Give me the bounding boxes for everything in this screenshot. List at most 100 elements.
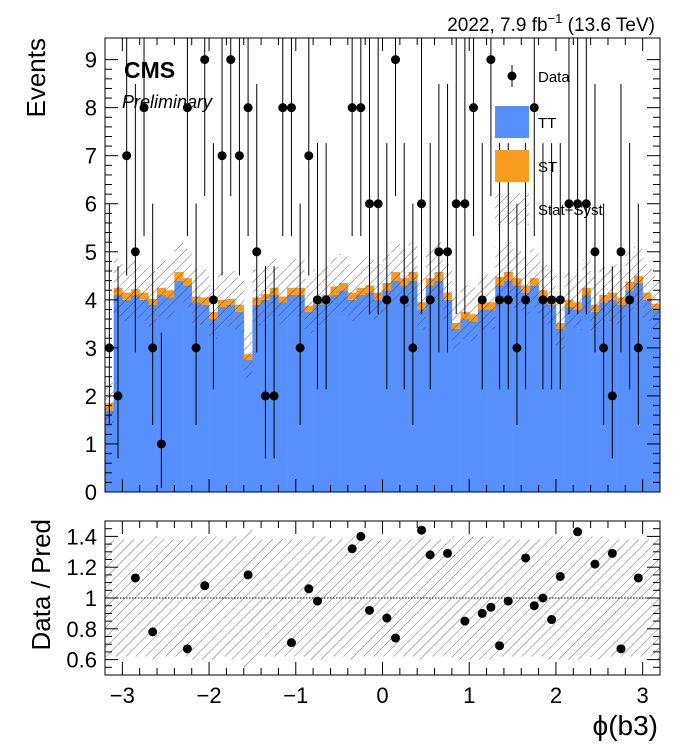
ratio-point: [538, 593, 548, 603]
ratio-unc-bin: [477, 536, 487, 660]
data-point: [529, 38, 539, 237]
ratio-point: [503, 596, 513, 606]
data-point: [538, 143, 548, 390]
ratio-unc-bin: [330, 539, 340, 657]
tt-bin-bar: [417, 309, 427, 492]
data-point: [364, 38, 374, 315]
ratio-point: [443, 548, 453, 558]
ratio-unc-bin: [564, 536, 574, 660]
ratio-point: [477, 608, 487, 618]
ratio-y-tick-label: 1.4: [66, 524, 97, 549]
ratio-point: [364, 605, 374, 615]
tt-bin-bar: [529, 285, 539, 492]
ratio-point: [148, 627, 158, 637]
data-point: [226, 38, 236, 197]
ratio-point: [573, 527, 583, 537]
data-point: [460, 38, 470, 315]
ratio-unc-bin: [321, 536, 331, 660]
tt-bin-bar: [339, 290, 349, 492]
unc-band-bin: [243, 330, 253, 379]
tt-bin-bar: [486, 309, 496, 492]
unc-band-bin: [391, 242, 400, 302]
data-point: [581, 38, 591, 315]
x-axis-title: ϕ(b3): [593, 710, 658, 741]
data-point: [295, 203, 305, 425]
ratio-point: [130, 573, 140, 583]
data-point: [234, 38, 244, 276]
x-tick-label: −1: [283, 683, 308, 708]
ratio-y-tick-label: 1: [85, 586, 97, 611]
data-point: [373, 38, 383, 315]
data-point: [590, 84, 600, 353]
ratio-unc-bin: [625, 539, 634, 657]
tt-bin-bar: [651, 309, 660, 492]
tt-bin-bar: [469, 321, 479, 492]
tt-bin-bar: [313, 304, 323, 492]
data-point: [243, 38, 253, 237]
tt-bin-bar: [451, 328, 461, 492]
data-point: [113, 266, 123, 459]
ratio-point: [529, 601, 539, 611]
data-point: [547, 143, 557, 390]
data-point: [182, 38, 192, 237]
unc-band-bin: [469, 287, 478, 342]
ratio-x-axis: −3 −2 −1 0 1 2 3: [104, 521, 661, 708]
tt-bin-bar: [139, 299, 149, 492]
unc-band-bin: [157, 259, 166, 317]
data-point: [321, 143, 331, 390]
ratio-point: [425, 550, 435, 560]
main-y-axis: 0 1 2 3 4 5 6 7 8 9: [85, 48, 660, 505]
legend-data-label: Data: [538, 69, 570, 86]
unc-band-bin: [339, 253, 348, 313]
ratio-unc-bin: [633, 539, 643, 657]
tt-bin-bar: [460, 319, 470, 492]
data-point: [417, 38, 427, 315]
data-point: [477, 143, 487, 390]
data-point: [486, 38, 496, 197]
tt-bin-bar: [625, 290, 635, 492]
x-tick-label: 1: [463, 683, 475, 708]
ratio-point: [616, 644, 626, 654]
y-tick-label: 1: [85, 432, 97, 457]
ratio-point: [312, 596, 322, 606]
data-points: [105, 38, 643, 489]
status-label: Preliminary: [122, 92, 213, 112]
data-point: [191, 203, 201, 425]
tt-bin-bar: [521, 292, 531, 492]
legend-st: ST: [495, 150, 557, 182]
data-point: [260, 266, 270, 459]
x-tick-label: 3: [637, 683, 649, 708]
y-tick-label: 6: [85, 192, 97, 217]
unc-band-bin: [235, 277, 244, 333]
data-point: [286, 38, 296, 237]
tt-bin-bar: [434, 280, 444, 492]
ratio-point: [356, 531, 366, 541]
tt-bin-bar: [573, 309, 583, 492]
ratio-point: [555, 571, 565, 581]
data-point: [156, 332, 166, 489]
tt-bin-bar: [165, 297, 175, 492]
data-point: [130, 84, 140, 353]
ratio-unc-bin: [417, 536, 426, 660]
ratio-point: [486, 602, 496, 612]
main-panel: 0 1 2 3 4 5 6 7 8 9 CMS Preliminary Data TT ST St…: [21, 37, 661, 505]
legend-unc: Stat+Syst: [495, 193, 603, 225]
data-point: [434, 84, 444, 353]
ratio-panel: 0.6 0.8 1 1.2 1.4 −3 −2 −1 0 1 2 3 Data / Pred ϕ(b…: [26, 519, 661, 741]
ratio-y-tick-label: 1.2: [66, 555, 97, 580]
tt-bin-bar: [373, 299, 383, 492]
tt-bin-bar: [443, 299, 453, 492]
tt-bin-bar: [122, 299, 132, 492]
ratio-point: [304, 584, 314, 594]
ratio-point: [347, 544, 357, 554]
lumi-label: 2022, 7.9 fb−1 (13.6 TeV): [447, 11, 655, 36]
data-point: [252, 84, 262, 353]
tt-bin-bar: [581, 295, 591, 492]
unc-band-bin: [278, 268, 288, 325]
x-tick-label: 2: [550, 683, 562, 708]
legend-tt: TT: [495, 106, 556, 138]
tt-bin-bar: [105, 410, 114, 492]
data-point: [217, 38, 227, 276]
unc-band-bin: [642, 264, 652, 321]
